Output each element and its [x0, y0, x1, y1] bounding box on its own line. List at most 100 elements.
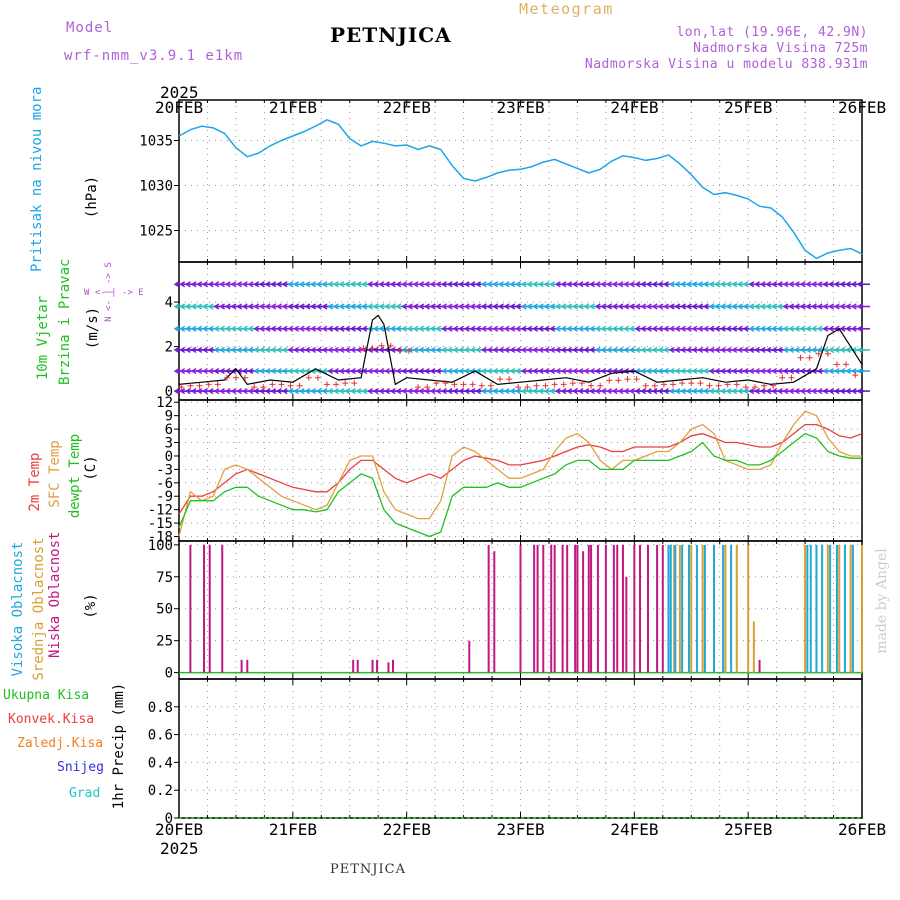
wind-arrow-head — [412, 388, 419, 395]
wind-arrow-head — [685, 388, 692, 395]
wind-arrow-head — [532, 303, 538, 310]
wind-arrow-head — [463, 346, 470, 354]
date-tick-label: 20FEB — [155, 820, 204, 839]
wind-arrow-head — [304, 325, 311, 332]
wind-arrow-head — [503, 325, 510, 332]
wind-arrow-head — [640, 367, 647, 375]
wind-gust-marker — [578, 380, 585, 387]
wind-arrow-head — [173, 325, 180, 332]
wind-arrow-head — [509, 367, 516, 375]
wind-arrow-head — [241, 325, 248, 332]
wind-arrow-head — [236, 325, 242, 332]
wind-arrow-head — [441, 325, 447, 332]
wind-arrow-head — [378, 388, 385, 395]
wind-gust-marker — [569, 380, 576, 387]
wind-arrow-head — [799, 325, 806, 332]
wind-arrow-head — [224, 388, 231, 395]
wind-arrow-head — [333, 325, 339, 332]
wind-arrow-head — [270, 303, 277, 310]
wind-arrow-head — [327, 325, 334, 332]
wind-arrow-head — [629, 281, 635, 288]
wind-gust-marker — [342, 380, 349, 387]
wind-arrow-head — [737, 346, 743, 354]
wind-arrow-head — [463, 388, 470, 395]
wind-gust-marker — [378, 342, 385, 349]
wind-arrow-head — [606, 325, 612, 332]
wind-arrow-head — [407, 388, 413, 395]
wind-arrow-head — [429, 303, 436, 310]
wind-arrow-head — [515, 346, 521, 354]
wind-arrow-head — [555, 325, 561, 332]
wind-arrow-head — [549, 303, 556, 310]
wind-arrow-head — [412, 303, 419, 310]
wind-arrow-head — [298, 325, 305, 332]
wind-arrow-head — [253, 325, 260, 332]
wind-arrow-head — [600, 303, 607, 310]
wind-arrow-head — [663, 303, 669, 310]
wind-arrow-head — [401, 346, 408, 354]
wind-arrow-head — [776, 303, 783, 310]
wind-arrow-head — [446, 281, 453, 288]
wind-arrow-head — [259, 346, 265, 354]
model-label: Model — [66, 20, 114, 36]
wind-arrow-head — [833, 325, 840, 332]
wind-arrow-head — [594, 346, 601, 354]
wind-arrow-head — [327, 346, 334, 354]
wind-arrow-head — [742, 325, 749, 332]
wind-arrow-head — [850, 325, 857, 332]
wind-arrow-head — [765, 281, 772, 288]
wind-gust-marker — [360, 345, 367, 352]
wind-arrow-head — [816, 303, 823, 310]
wind-arrow-head — [276, 346, 282, 354]
wind-arrow-head — [668, 325, 675, 332]
wind-arrow-head — [691, 388, 698, 395]
wind-arrow-head — [788, 346, 795, 354]
wind-arrow-head — [281, 367, 288, 375]
wind-arrow-head — [367, 303, 373, 310]
wind-arrow-head — [697, 303, 704, 310]
wind-arrow-head — [498, 367, 504, 375]
wind-gust-marker — [761, 382, 768, 389]
year-top: 2025 — [160, 83, 199, 102]
wind-arrow-head — [173, 367, 180, 375]
wind-arrow-head — [293, 367, 299, 375]
wind-arrow-head — [623, 388, 630, 395]
wind-arrow-head — [725, 281, 732, 288]
wind-arrow-head — [833, 346, 840, 354]
wind-gust-marker — [506, 376, 513, 383]
wind-arrow-head — [202, 346, 208, 354]
wind-arrow-head — [196, 346, 203, 354]
wind-arrow-head — [276, 281, 282, 288]
wind-arrow-head — [202, 281, 208, 288]
year-bottom: 2025 — [160, 839, 199, 858]
wind-arrow-head — [389, 325, 396, 332]
wind-arrow-head — [617, 325, 624, 332]
wind-gust-marker — [806, 354, 813, 361]
wind-arrow-head — [566, 388, 573, 395]
wind-arrow-head — [469, 281, 476, 288]
y-tick-label: -3 — [156, 462, 173, 478]
wind-arrow-head — [845, 303, 851, 310]
wind-arrow-head — [463, 367, 470, 375]
wind-arrow-head — [395, 281, 402, 288]
wind-arrow-head — [452, 346, 459, 354]
wind-arrow-head — [293, 346, 299, 354]
wind-gust-marker — [633, 376, 640, 383]
wind-arrow-head — [219, 325, 225, 332]
wind-arrow-head — [355, 346, 362, 354]
wind-arrow-head — [264, 325, 271, 332]
wind-arrow-head — [173, 281, 180, 288]
wind-arrow-head — [759, 303, 766, 310]
wind-gust-marker — [460, 381, 467, 388]
wind-arrow-head — [475, 346, 482, 354]
wind-arrow-head — [532, 346, 538, 354]
wind-arrow-head — [856, 367, 863, 375]
wind-arrow-head — [486, 367, 493, 375]
panel-frame — [178, 678, 863, 819]
date-tick-label: 21FEB — [268, 98, 317, 117]
wind-arrow-head — [543, 346, 550, 354]
wind-arrow-head — [566, 367, 573, 375]
wind-gust-marker — [260, 384, 267, 391]
wind-arrow-head — [703, 388, 709, 395]
wind-gust-marker — [242, 374, 249, 381]
